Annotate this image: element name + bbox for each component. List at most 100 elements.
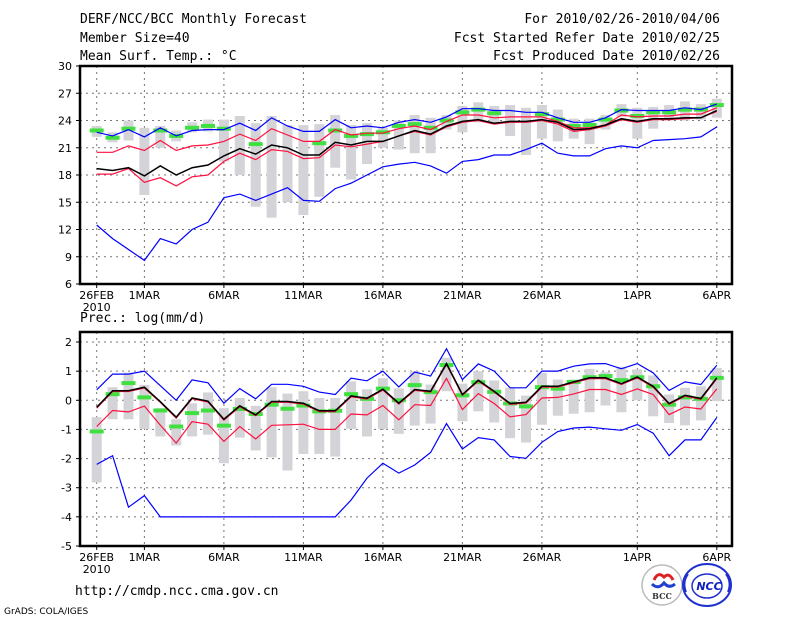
spread-bar bbox=[584, 368, 595, 413]
plot-frame bbox=[78, 330, 734, 548]
spread-bar bbox=[377, 127, 388, 148]
spread-bar bbox=[314, 124, 325, 197]
spread-bar bbox=[298, 391, 309, 454]
spread-bar bbox=[107, 387, 118, 420]
observed-marker bbox=[280, 406, 295, 411]
spread-bar bbox=[711, 367, 722, 402]
x-tick-label: 1APR bbox=[623, 551, 652, 564]
observed-marker bbox=[89, 128, 104, 133]
y-tick-label: 12 bbox=[58, 224, 72, 237]
spread-bar bbox=[155, 125, 166, 148]
x-tick-label: 11MAR bbox=[284, 289, 323, 302]
x-tick-year: 2010 bbox=[83, 563, 111, 576]
y-tick-label: -2 bbox=[61, 453, 72, 466]
observed-marker bbox=[519, 404, 533, 409]
spread-bar bbox=[330, 115, 341, 168]
x-tick-label: 21MAR bbox=[443, 289, 482, 302]
spread-bar bbox=[234, 397, 245, 438]
spread-bar bbox=[457, 383, 468, 422]
observed-marker bbox=[439, 118, 454, 123]
spread-bar bbox=[505, 387, 516, 439]
observed-marker bbox=[709, 103, 724, 108]
plot-frame bbox=[78, 64, 734, 286]
forecast-produced-date: Fcst Produced Date 2010/02/26 bbox=[493, 49, 720, 64]
observed-marker bbox=[566, 123, 581, 128]
x-tick-label: 6APR bbox=[702, 551, 731, 564]
observed-marker bbox=[360, 132, 374, 137]
spread-bar bbox=[632, 107, 643, 139]
spread-bar bbox=[393, 120, 404, 150]
ncc-logo-text: NCC bbox=[696, 580, 721, 593]
spread-bar bbox=[441, 357, 452, 392]
y-tick-label: 21 bbox=[58, 142, 72, 155]
spread-bar bbox=[600, 115, 611, 130]
observed-marker bbox=[105, 135, 120, 140]
series-line-median bbox=[96, 109, 718, 177]
x-tick-label: 1MAR bbox=[129, 551, 161, 564]
observed-marker bbox=[630, 113, 645, 118]
spread-bar bbox=[250, 123, 261, 207]
observed-marker bbox=[328, 128, 343, 133]
observed-marker bbox=[534, 112, 549, 117]
spread-bar bbox=[123, 372, 134, 420]
spread-bar bbox=[234, 115, 245, 175]
x-tick-label: 26FEB bbox=[79, 551, 114, 564]
observed-marker bbox=[471, 107, 486, 112]
observed-marker bbox=[344, 392, 359, 397]
y-tick-label: -3 bbox=[61, 482, 72, 495]
spread-bar bbox=[505, 105, 516, 136]
spread-bar bbox=[282, 125, 293, 203]
observed-marker bbox=[153, 128, 168, 133]
spread-bar bbox=[298, 125, 309, 215]
observed-marker bbox=[216, 423, 231, 428]
x-tick-label: 21MAR bbox=[443, 551, 482, 564]
forecast-period: For 2010/02/26-2010/04/06 bbox=[524, 12, 720, 27]
bottom-variable-label: Prec.: log(mm/d) bbox=[80, 311, 205, 326]
spread-bar bbox=[409, 371, 420, 426]
observed-marker bbox=[169, 424, 184, 429]
observed-marker bbox=[391, 123, 406, 128]
spread-bar bbox=[521, 107, 531, 156]
spread-bar bbox=[250, 405, 261, 451]
spread-bar bbox=[457, 105, 468, 133]
spread-bar bbox=[314, 397, 325, 454]
spread-bar bbox=[91, 417, 102, 483]
spread-bar bbox=[521, 395, 531, 443]
x-tick-label: 11MAR bbox=[284, 551, 323, 564]
x-tick-year: 2010 bbox=[83, 301, 111, 314]
observed-marker bbox=[614, 108, 629, 113]
observed-marker bbox=[678, 395, 692, 400]
spread-bar bbox=[139, 127, 150, 195]
observed-marker bbox=[344, 133, 359, 138]
spread-bar bbox=[648, 375, 659, 417]
y-tick-label: -4 bbox=[61, 511, 72, 524]
series-line-median bbox=[96, 362, 718, 421]
observed-marker bbox=[216, 126, 231, 131]
spread-bar bbox=[664, 394, 675, 424]
spread-bar bbox=[203, 392, 213, 435]
spread-bar bbox=[584, 118, 595, 145]
series-line-max bbox=[96, 347, 718, 405]
observed-marker bbox=[598, 117, 613, 122]
spread-bar bbox=[648, 106, 659, 129]
spread-bar bbox=[362, 389, 372, 437]
spread-bar bbox=[346, 125, 357, 180]
observed-marker bbox=[598, 374, 613, 379]
observed-marker bbox=[678, 107, 692, 112]
y-tick-label: -5 bbox=[61, 540, 72, 553]
series-line-max bbox=[96, 103, 717, 138]
spread-bar bbox=[632, 369, 643, 401]
observed-marker bbox=[407, 383, 422, 388]
spread-bar bbox=[266, 115, 277, 218]
observed-marker bbox=[201, 123, 215, 128]
website-url[interactable]: http://cmdp.ncc.cma.gov.cn bbox=[75, 584, 279, 599]
y-tick-label: -1 bbox=[61, 423, 72, 436]
spread-bar bbox=[473, 102, 484, 123]
grads-credit: GrADS: COLA/IGES bbox=[4, 607, 88, 617]
observed-marker bbox=[185, 125, 200, 130]
x-tick-label: 16MAR bbox=[364, 551, 403, 564]
x-tick-label: 26MAR bbox=[523, 551, 562, 564]
y-tick-label: 30 bbox=[58, 60, 72, 73]
observed-marker bbox=[646, 110, 661, 115]
